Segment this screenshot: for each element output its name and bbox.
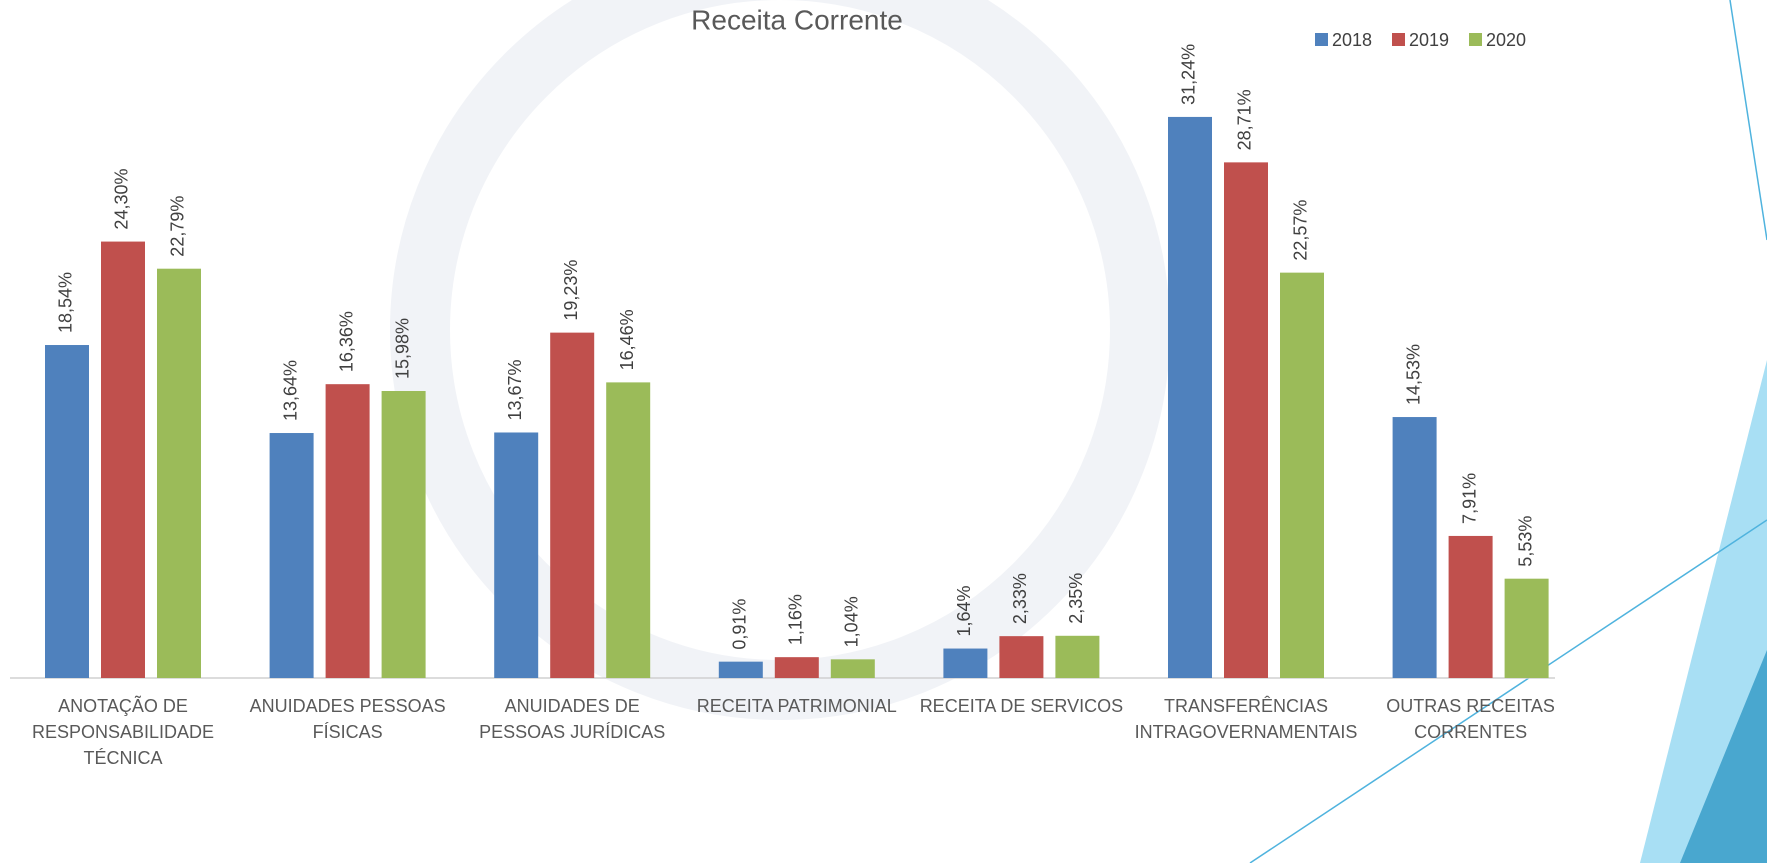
value-label: 2,35% xyxy=(1066,573,1086,624)
bar xyxy=(101,241,145,678)
bar xyxy=(1224,162,1268,678)
value-label: 19,23% xyxy=(561,260,581,321)
bar xyxy=(606,382,651,678)
x-tick-label: RECEITA PATRIMONIAL xyxy=(696,696,897,716)
value-label: 28,71% xyxy=(1235,89,1255,150)
decoration xyxy=(390,0,1767,863)
value-label: 14,53% xyxy=(1403,344,1423,405)
bar xyxy=(943,648,988,678)
legend-label: 2019 xyxy=(1409,30,1449,50)
value-label: 5,53% xyxy=(1515,516,1535,567)
value-label: 1,04% xyxy=(842,596,862,647)
bar xyxy=(1504,578,1549,678)
bar xyxy=(1280,272,1324,678)
bar xyxy=(494,432,539,678)
bar xyxy=(381,390,426,678)
x-tick-label: TRANSFERÊNCIAS INTRAGOVERNAMENTAIS xyxy=(1134,696,1358,742)
x-tick-label: ANOTAÇÃO DE RESPONSABILIDADE TÉCNICA xyxy=(31,696,215,768)
value-label: 7,91% xyxy=(1459,473,1479,524)
x-tick-label: RECEITA DE SERVICOS xyxy=(919,696,1124,716)
bar xyxy=(1392,417,1437,678)
value-label: 15,98% xyxy=(392,318,412,379)
value-label: 0,91% xyxy=(730,599,750,650)
bar xyxy=(830,659,875,678)
value-label: 2,33% xyxy=(1010,573,1030,624)
chart-title: Receita Corrente xyxy=(691,4,903,35)
value-label: 18,54% xyxy=(56,272,76,333)
bar xyxy=(774,657,819,678)
bar xyxy=(325,384,370,678)
value-label: 22,79% xyxy=(168,196,188,257)
value-label: 1,16% xyxy=(786,594,806,645)
bar xyxy=(269,433,314,678)
legend-label: 2020 xyxy=(1486,30,1526,50)
bar xyxy=(718,661,763,678)
bar xyxy=(45,345,89,678)
bar xyxy=(550,332,595,678)
value-label: 13,67% xyxy=(505,359,525,420)
legend-swatch xyxy=(1392,33,1405,46)
value-label: 16,46% xyxy=(617,309,637,370)
x-tick-label: ANUIDADES DE PESSOAS JURÍDICAS xyxy=(479,696,666,742)
value-label: 31,24% xyxy=(1179,44,1199,105)
legend-label: 2018 xyxy=(1332,30,1372,50)
value-label: 13,64% xyxy=(280,360,300,421)
bar xyxy=(1448,535,1493,678)
value-label: 1,64% xyxy=(954,585,974,636)
value-label: 22,57% xyxy=(1291,200,1311,261)
x-tick-label: ANUIDADES PESSOAS FÍSICAS xyxy=(249,696,446,742)
value-label: 24,30% xyxy=(112,169,132,230)
value-label: 16,36% xyxy=(336,311,356,372)
bar xyxy=(1168,116,1212,678)
bar xyxy=(999,636,1044,678)
legend-swatch xyxy=(1469,33,1482,46)
bar xyxy=(1055,635,1100,678)
bar xyxy=(157,268,201,678)
x-tick-label: OUTRAS RECEITAS CORRENTES xyxy=(1386,696,1555,742)
legend-swatch xyxy=(1315,33,1328,46)
